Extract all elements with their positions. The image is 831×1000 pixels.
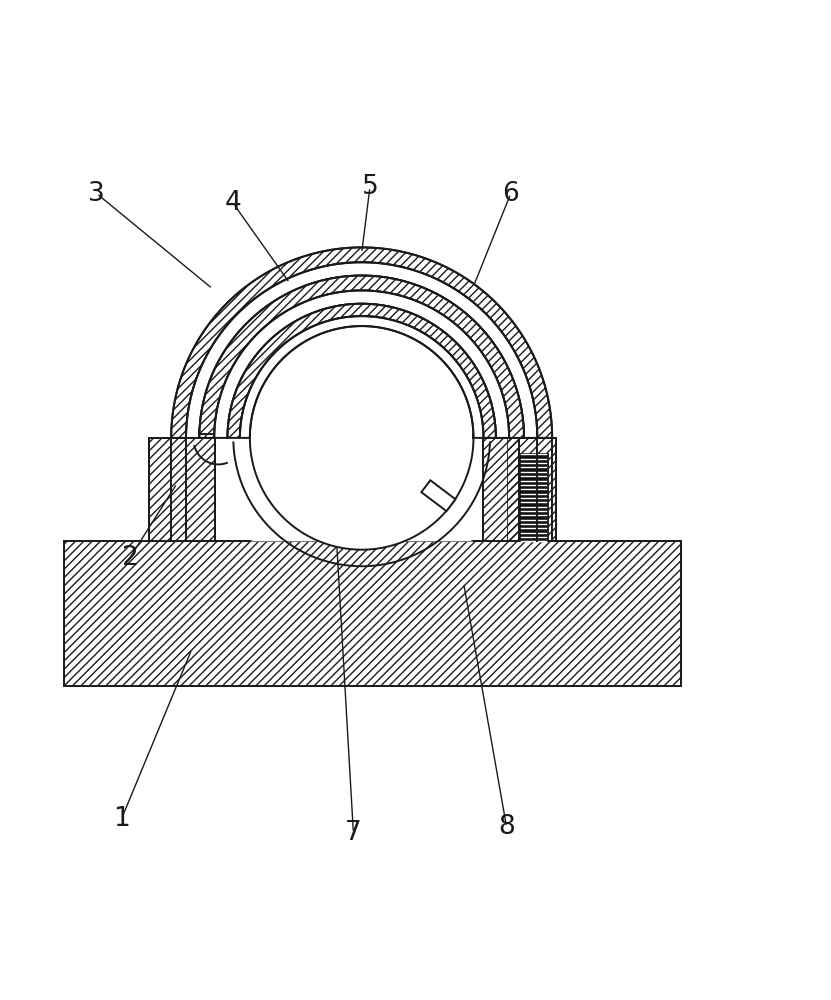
Text: 4: 4 [225, 190, 242, 216]
Polygon shape [171, 247, 552, 438]
Polygon shape [507, 438, 556, 541]
Text: 5: 5 [361, 174, 378, 200]
Polygon shape [240, 316, 484, 438]
Polygon shape [519, 454, 548, 541]
Text: 2: 2 [121, 545, 138, 571]
Text: 6: 6 [503, 181, 519, 207]
Text: 1: 1 [113, 806, 130, 832]
Polygon shape [186, 430, 199, 438]
Text: 8: 8 [499, 814, 515, 840]
Polygon shape [250, 326, 474, 438]
Polygon shape [484, 438, 519, 541]
Text: 7: 7 [345, 820, 361, 846]
Polygon shape [149, 438, 215, 541]
Polygon shape [214, 290, 509, 438]
Polygon shape [186, 262, 538, 438]
Polygon shape [250, 438, 474, 550]
Polygon shape [63, 541, 681, 686]
Polygon shape [199, 276, 524, 438]
Polygon shape [228, 304, 496, 438]
Polygon shape [421, 480, 455, 511]
Text: 3: 3 [88, 181, 105, 207]
